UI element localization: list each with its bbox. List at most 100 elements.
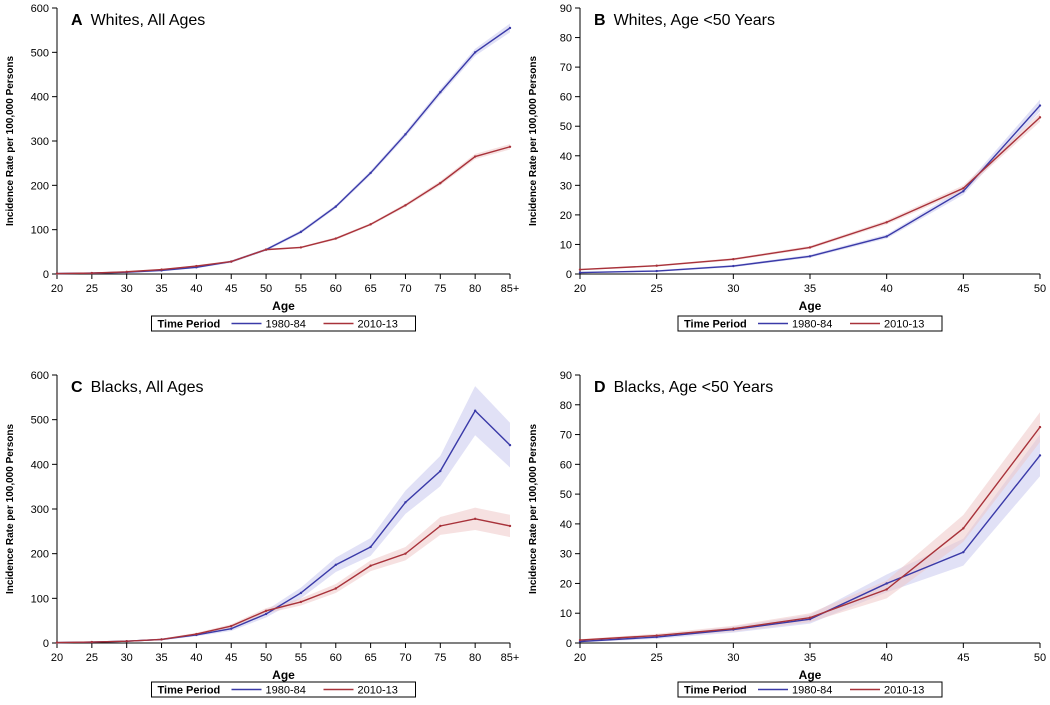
confidence-band-1980-84 <box>57 386 510 643</box>
legend-title: Time Period <box>158 319 221 331</box>
x-tick-label: 35 <box>155 652 167 664</box>
panel-title-text: Blacks, All Ages <box>91 379 204 396</box>
y-tick-label: 50 <box>560 121 572 133</box>
y-tick-label: 0 <box>43 269 49 281</box>
x-axis-title: Age <box>272 668 295 682</box>
confidence-band-2010-13 <box>57 144 510 274</box>
x-tick-label: 40 <box>190 283 202 295</box>
y-tick-label: 40 <box>560 519 572 531</box>
y-tick-label: 100 <box>31 593 49 605</box>
y-tick-label: 30 <box>560 549 572 561</box>
data-point <box>732 258 735 261</box>
y-tick-label: 600 <box>31 370 49 382</box>
data-point <box>578 638 582 642</box>
x-tick-label: 30 <box>121 283 133 295</box>
data-point <box>962 187 965 190</box>
data-point <box>1038 454 1042 457</box>
legend-box <box>151 681 416 698</box>
data-point <box>885 582 888 585</box>
data-point <box>90 271 94 275</box>
data-point <box>160 268 163 271</box>
y-tick-label: 40 <box>560 151 572 163</box>
y-tick-label: 0 <box>566 269 572 281</box>
y-tick-label: 60 <box>560 459 572 471</box>
data-point <box>439 181 442 185</box>
legend-item-label: 2010-13 <box>358 319 398 331</box>
y-tick-label: 70 <box>560 430 572 442</box>
legend-box <box>151 315 416 332</box>
x-axis-title: Age <box>272 299 295 313</box>
x-tick-label: 50 <box>1034 652 1046 664</box>
data-point <box>439 469 442 473</box>
x-tick-label: 35 <box>804 283 816 295</box>
x-tick-label: 70 <box>399 652 411 664</box>
x-tick-label: 50 <box>1034 283 1046 295</box>
x-tick-label: 30 <box>727 283 739 295</box>
data-point <box>655 269 658 273</box>
y-tick-label: 400 <box>31 92 49 104</box>
data-point <box>264 612 268 616</box>
data-point <box>578 268 582 271</box>
data-point <box>264 609 268 613</box>
x-axis-title: Age <box>799 668 822 682</box>
data-point <box>404 204 407 207</box>
panel-title-text: Whites, All Ages <box>91 12 206 29</box>
data-point <box>439 524 442 528</box>
legend-item-label: 1980-84 <box>792 685 832 697</box>
y-tick-label: 600 <box>31 3 49 15</box>
legend-title: Time Period <box>158 685 221 697</box>
data-point <box>334 237 337 240</box>
data-point <box>808 246 812 249</box>
data-point <box>473 517 477 521</box>
panel-title-letter: D <box>594 379 606 396</box>
panel-title-text: Blacks, Age <50 Years <box>614 379 774 396</box>
data-point <box>732 264 735 268</box>
x-tick-label: 60 <box>330 283 342 295</box>
data-point <box>55 641 59 644</box>
data-point <box>1038 116 1042 119</box>
data-point <box>732 627 735 630</box>
legend-item-label: 2010-13 <box>884 685 924 697</box>
data-point <box>299 246 303 249</box>
y-tick-label: 400 <box>31 459 49 471</box>
x-tick-label: 55 <box>295 652 307 664</box>
x-tick-label: 80 <box>469 283 481 295</box>
y-axis-title: Incidence Rate per 100,000 Persons <box>528 56 539 227</box>
data-point <box>885 588 888 591</box>
confidence-band-1980-84 <box>57 23 510 275</box>
x-tick-label: 20 <box>51 283 63 295</box>
y-tick-label: 300 <box>31 504 49 516</box>
x-tick-label: 65 <box>364 283 376 295</box>
legend-item-label: 1980-84 <box>266 685 306 697</box>
panel-d: 0 10 20 30 40 50 60 70 80 90 20 25 30 35 40 45 50 Age Inci… <box>528 370 1046 698</box>
x-tick-label: 55 <box>295 283 307 295</box>
legend-title: Time Period <box>684 685 747 697</box>
data-point <box>808 616 812 619</box>
data-point <box>508 443 512 447</box>
data-point <box>299 230 303 234</box>
y-tick-label: 0 <box>566 638 572 650</box>
x-tick-label: 40 <box>881 283 893 295</box>
legend-box <box>677 681 943 698</box>
x-tick-label: 20 <box>51 652 63 664</box>
y-tick-label: 10 <box>560 608 572 620</box>
y-tick-label: 20 <box>560 210 572 222</box>
data-point <box>962 550 965 554</box>
x-tick-label: 45 <box>957 283 969 295</box>
data-point <box>473 409 477 412</box>
x-tick-label: 45 <box>957 652 969 664</box>
x-tick-label: 85+ <box>501 652 520 664</box>
x-tick-label: 40 <box>881 652 893 664</box>
data-point <box>230 260 233 263</box>
data-point <box>885 221 888 224</box>
data-point <box>655 264 658 267</box>
data-point <box>90 640 94 644</box>
x-tick-label: 85+ <box>501 283 520 295</box>
y-tick-label: 0 <box>43 638 49 650</box>
data-point <box>125 640 128 643</box>
data-point <box>195 264 198 268</box>
x-tick-label: 20 <box>574 283 586 295</box>
data-point <box>885 235 888 238</box>
x-tick-label: 45 <box>225 283 237 295</box>
